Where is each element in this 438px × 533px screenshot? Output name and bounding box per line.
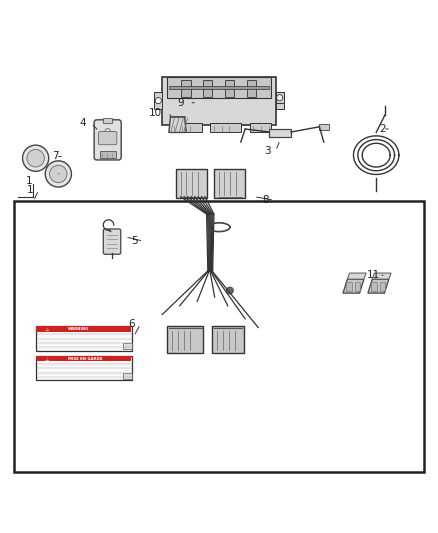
Text: 1: 1 (25, 176, 32, 187)
Bar (123, 373, 132, 379)
Text: WARNING: WARNING (68, 327, 90, 332)
Text: 8: 8 (262, 195, 269, 205)
Circle shape (277, 95, 283, 101)
Bar (100, 151, 116, 158)
Bar (380, 282, 385, 292)
Text: 4: 4 (79, 118, 86, 128)
Bar (319, 124, 329, 130)
Polygon shape (343, 279, 364, 293)
Polygon shape (368, 279, 389, 293)
Text: 10: 10 (149, 108, 162, 118)
FancyBboxPatch shape (176, 169, 207, 198)
Text: ⚠: ⚠ (44, 357, 49, 361)
Text: ⚠: ⚠ (44, 327, 49, 332)
FancyBboxPatch shape (103, 229, 121, 254)
Bar (171, 123, 201, 132)
Text: 11: 11 (367, 270, 381, 280)
Text: 1: 1 (27, 185, 33, 195)
Bar (269, 129, 291, 137)
FancyBboxPatch shape (94, 120, 121, 160)
Bar (276, 92, 284, 103)
Bar (210, 123, 241, 132)
Bar (225, 80, 234, 97)
Bar (103, 118, 112, 123)
Circle shape (27, 149, 44, 167)
Bar (203, 80, 212, 97)
Circle shape (155, 98, 161, 103)
FancyBboxPatch shape (214, 169, 245, 198)
Bar (35, 326, 132, 351)
Bar (371, 282, 377, 292)
Text: MISE EN GARDE: MISE EN GARDE (68, 357, 103, 361)
FancyBboxPatch shape (167, 326, 203, 353)
Polygon shape (169, 117, 186, 133)
Circle shape (22, 145, 49, 171)
Bar (36, 326, 131, 332)
Circle shape (49, 165, 67, 183)
Bar (247, 80, 256, 97)
Text: +: + (57, 172, 60, 176)
Bar (250, 123, 272, 132)
FancyBboxPatch shape (99, 132, 117, 144)
Text: 6: 6 (128, 319, 135, 329)
Bar (35, 356, 132, 381)
Text: 9: 9 (177, 98, 184, 108)
FancyBboxPatch shape (162, 77, 276, 125)
Circle shape (277, 98, 283, 103)
Polygon shape (347, 273, 366, 279)
Bar (181, 80, 191, 97)
Bar (355, 282, 360, 292)
Text: 5: 5 (131, 236, 138, 246)
Text: 7: 7 (52, 151, 59, 161)
Bar (276, 92, 284, 109)
Text: 2: 2 (379, 124, 386, 134)
Bar (154, 92, 162, 109)
Bar (346, 282, 352, 292)
FancyBboxPatch shape (212, 326, 244, 353)
Bar (169, 86, 269, 88)
Text: 3: 3 (264, 146, 271, 156)
Circle shape (226, 287, 233, 294)
Bar (123, 343, 132, 350)
Circle shape (45, 161, 71, 187)
Bar (166, 77, 272, 98)
Circle shape (105, 128, 110, 134)
Polygon shape (372, 273, 391, 279)
Bar (14, 201, 424, 472)
Bar (36, 356, 131, 361)
